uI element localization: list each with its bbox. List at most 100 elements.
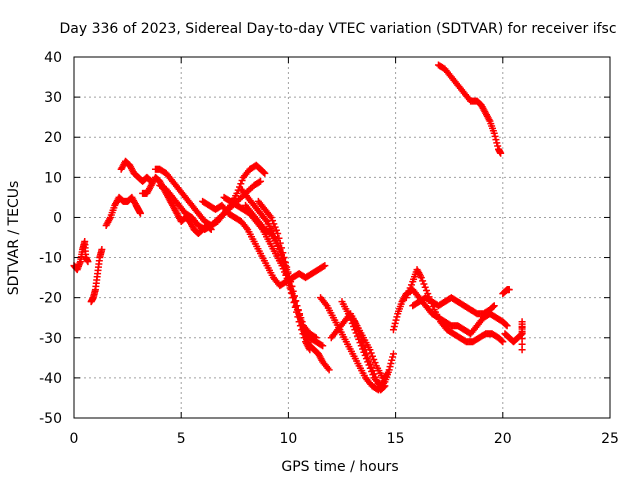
data-point (320, 262, 328, 270)
data-point (380, 383, 388, 391)
data-point (518, 346, 526, 354)
data-point (311, 333, 319, 341)
data-point (299, 330, 307, 338)
data-point (367, 349, 375, 357)
data-point (421, 283, 429, 291)
data-point (389, 326, 397, 334)
data-point (393, 313, 401, 321)
data-point (505, 286, 513, 294)
y-axis-label: SDTVAR / TECUs (6, 181, 22, 296)
data-point (300, 334, 308, 342)
series-s08 (199, 197, 329, 290)
y-tick-label: -30 (39, 331, 62, 347)
data-point (493, 139, 501, 147)
data-point (292, 297, 300, 305)
series-s18 (402, 266, 507, 346)
data-point (390, 323, 398, 331)
data-point (275, 234, 283, 242)
series-s21 (501, 318, 526, 354)
data-point (497, 149, 505, 157)
data-point (405, 287, 413, 295)
data-point (272, 226, 280, 234)
series-s04 (117, 157, 155, 185)
series-s12 (254, 197, 320, 342)
data-point (385, 366, 393, 374)
x-tick-label: 5 (177, 431, 186, 447)
data-point (370, 370, 378, 378)
series-s03 (102, 193, 144, 229)
data-point (383, 370, 391, 378)
data-point (288, 282, 296, 290)
data-point (369, 367, 377, 375)
data-point (366, 346, 374, 354)
data-point (281, 258, 289, 266)
data-point (490, 129, 498, 137)
data-point (422, 286, 430, 294)
data-point (321, 262, 329, 270)
data-point (276, 239, 284, 247)
data-point (420, 280, 428, 288)
y-tick-label: 10 (44, 170, 62, 186)
data-point (388, 356, 396, 364)
data-point (406, 284, 414, 292)
data-point (287, 278, 295, 286)
y-tick-label: 20 (44, 130, 62, 146)
data-point (278, 244, 286, 252)
data-point (392, 316, 400, 324)
data-point (371, 359, 379, 367)
x-tick-label: 20 (494, 431, 512, 447)
data-point (404, 290, 412, 298)
series-s02 (87, 246, 106, 306)
data-point (136, 209, 144, 217)
data-point (368, 363, 376, 371)
series-s20 (499, 286, 513, 298)
data-point (502, 321, 510, 329)
y-tick-label: -10 (39, 251, 62, 267)
data-point (419, 277, 427, 285)
grid (74, 57, 610, 418)
data-point (366, 360, 374, 368)
y-tick-label: 30 (44, 90, 62, 106)
data-point (370, 355, 378, 363)
data-point (274, 229, 282, 237)
data-point (368, 352, 376, 360)
data-point (317, 341, 325, 349)
y-tick-label: -20 (39, 291, 62, 307)
series-s19 (409, 294, 498, 318)
data-point (386, 363, 394, 371)
data-point (503, 322, 511, 330)
data-point (285, 273, 293, 281)
data-points (70, 61, 526, 394)
chart-title: Day 336 of 2023, Sidereal Day-to-day VTE… (59, 21, 616, 37)
data-point (296, 310, 304, 318)
data-point (498, 337, 506, 345)
data-point (280, 254, 288, 262)
data-point (364, 354, 372, 362)
data-point (402, 294, 410, 302)
data-point (389, 350, 397, 358)
x-axis-label: GPS time / hours (281, 459, 398, 475)
x-tick-label: 10 (279, 431, 297, 447)
data-point (289, 287, 297, 295)
data-point (294, 306, 302, 314)
data-point (365, 357, 373, 365)
data-point (492, 136, 500, 144)
data-point (489, 302, 497, 310)
data-point (306, 346, 314, 354)
data-point (279, 249, 287, 257)
x-tick-label: 15 (387, 431, 405, 447)
data-point (297, 314, 305, 322)
x-tick-labels: 0 5 10 15 20 25 (70, 431, 619, 447)
y-tick-label: 0 (53, 210, 62, 226)
x-tick-label: 25 (601, 431, 619, 447)
data-point (387, 359, 395, 367)
data-point (379, 374, 387, 382)
data-point (293, 302, 301, 310)
series-s16 (327, 310, 387, 382)
data-point (84, 258, 92, 266)
data-point (267, 213, 275, 221)
plot-frame (73, 56, 611, 419)
data-point (491, 132, 499, 140)
series-s07 (156, 177, 265, 233)
data-point (260, 169, 268, 177)
